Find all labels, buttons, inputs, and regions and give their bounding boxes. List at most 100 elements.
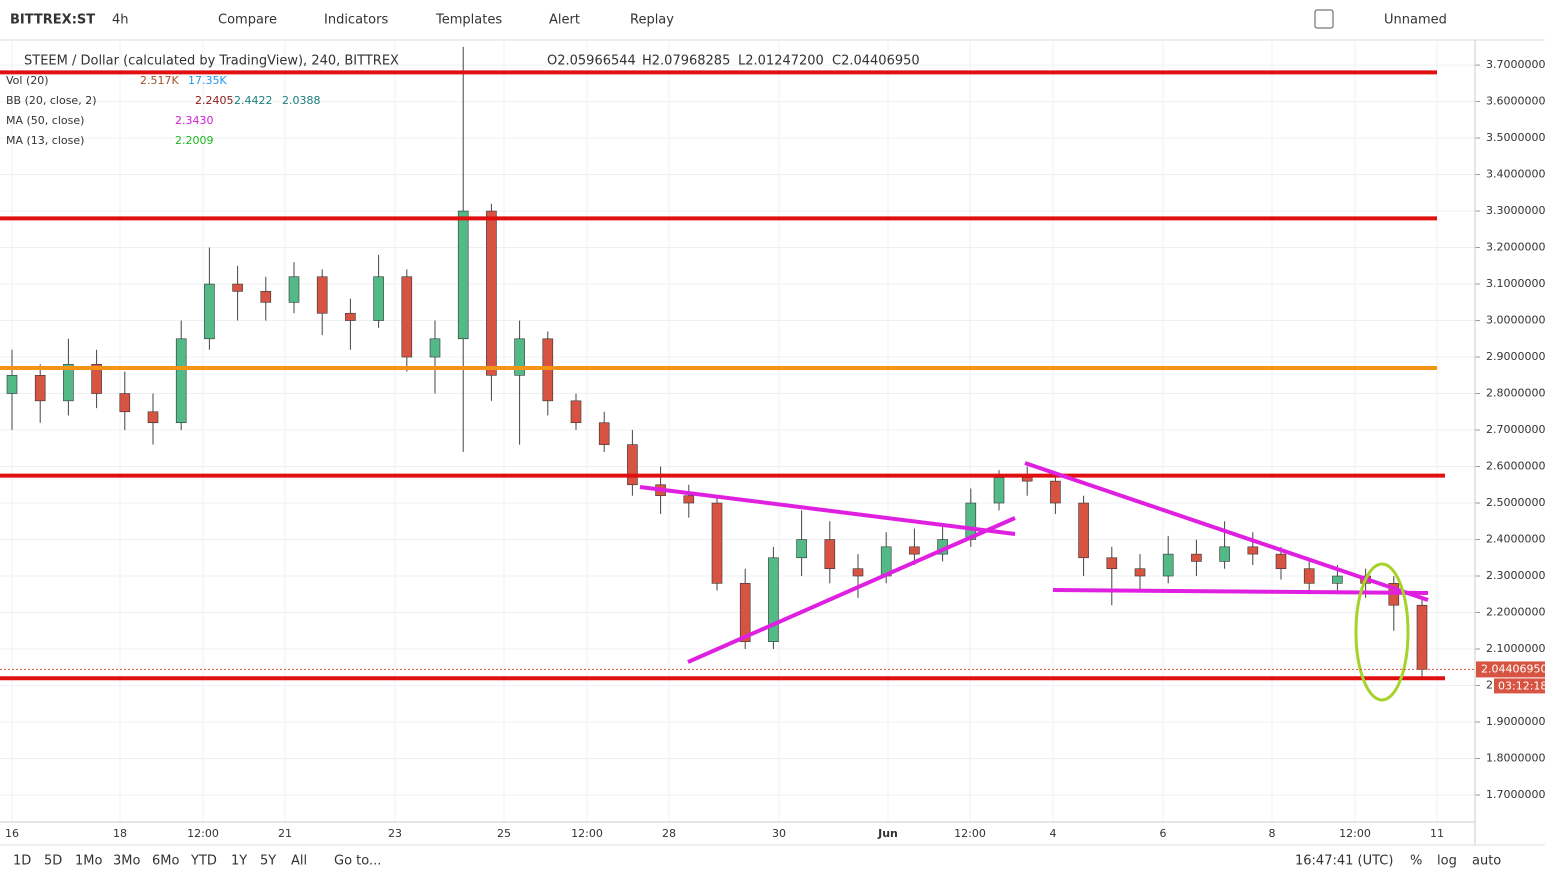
range-button[interactable]: 1Mo [75,854,102,869]
x-tick-label: 11 [1430,827,1444,840]
range-button[interactable]: 5D [44,854,62,869]
candle-body [373,276,384,321]
candle-body [711,502,723,584]
candle-body [1303,568,1315,584]
scale-option[interactable]: % [1410,854,1422,869]
range-button[interactable]: 3Mo [113,854,140,869]
candle-body [401,276,413,358]
y-tick-label: 3.60000000 [1486,95,1545,108]
candle-body [683,495,695,504]
interval[interactable]: 4h [112,13,129,28]
range-button[interactable]: 6Mo [152,854,179,869]
candle-body [824,539,836,570]
y-tick-label: 2.10000000 [1486,642,1545,655]
trend-line [639,485,1016,536]
chart-area: 1.700000001.800000001.900000002.00000000… [0,40,1545,822]
y-tick-label: 3.20000000 [1486,241,1545,254]
range-button[interactable]: 1Y [231,854,247,869]
y-tick-label: 1.80000000 [1486,751,1545,764]
candle-body [316,276,328,314]
countdown: 03:12:18 [1498,679,1545,692]
range-button[interactable]: All [291,854,307,869]
y-tick-label: 3.70000000 [1486,58,1545,71]
candle-body [147,411,159,424]
y-tick-label: 3.10000000 [1486,277,1545,290]
top-toolbar [0,0,1545,40]
ohlc-value: L2.01247200 [738,54,824,69]
y-tick-label: 1.90000000 [1486,715,1545,728]
candle-body [91,364,102,394]
x-tick-label: 23 [388,827,402,840]
y-tick-label: 2.70000000 [1486,423,1545,436]
indicator-value: 2.4422 [234,94,273,107]
toolbar-button[interactable]: Replay [630,13,674,28]
x-tick-label: 21 [278,827,292,840]
candle-body [1078,502,1089,559]
ohlc-value: H2.07968285 [642,54,730,69]
x-tick-label: 30 [772,827,786,840]
last-price-box [1476,661,1545,678]
candle-body [1050,480,1061,504]
candle-body [1162,553,1174,577]
indicator-value: 2.0388 [282,94,321,107]
toolbar-button[interactable]: Compare [218,13,277,28]
candle-body [34,374,46,402]
candle-body [1332,575,1343,584]
range-button[interactable]: 5Y [260,854,276,869]
goto-button[interactable]: Go to... [334,854,381,869]
trend-line [1052,588,1429,595]
candle-body [1416,604,1428,670]
y-tick-label: 2.90000000 [1486,350,1545,363]
range-button[interactable]: YTD [190,854,217,869]
x-tick-label: 18 [113,827,127,840]
clock: 16:47:41 (UTC) [1295,854,1393,869]
y-tick-label: 3.40000000 [1486,168,1545,181]
series-title: STEEM / Dollar (calculated by TradingVie… [24,54,399,69]
ohlc-value: C2.04406950 [832,54,920,69]
checkbox[interactable] [1314,9,1334,29]
last-price-label: 2.04406950 [1481,662,1545,675]
candle-body [627,444,638,486]
toolbar-button[interactable]: Alert [549,13,580,28]
candle-body [739,583,751,643]
candle-body [768,557,779,643]
candle-body [1275,553,1287,570]
scale-option[interactable]: log [1437,854,1457,869]
y-tick-label: 2.80000000 [1486,387,1545,400]
candle-body [1191,553,1202,562]
candle-body [288,276,300,303]
candle-body [457,210,469,340]
countdown-box [1494,678,1545,694]
scale-option[interactable]: auto [1472,854,1501,869]
symbol[interactable]: BITTREX:ST [10,13,95,28]
bottom-toolbar [0,845,1545,881]
indicator-name: MA (50, close) [6,114,84,127]
trend-line [1024,461,1429,602]
y-tick-label: 2.30000000 [1486,569,1545,582]
candle-body [570,400,582,424]
indicator-value: 2.2405 [195,94,234,107]
x-tick-label: 12:00 [187,827,219,840]
candle-body [63,364,74,402]
x-tick-label: 4 [1050,827,1057,840]
candle-body [119,393,131,413]
candle-body [6,374,18,394]
x-tick-label: 6 [1160,827,1167,840]
candle-body [232,283,243,292]
candle-body [993,477,1005,504]
x-tick-label: 28 [662,827,676,840]
y-tick-label: 2.50000000 [1486,496,1545,509]
indicator-name: MA (13, close) [6,134,84,147]
layout-name[interactable]: Unnamed [1384,13,1447,28]
toolbar-button[interactable]: Templates [435,13,502,28]
range-button[interactable]: 1D [13,854,31,869]
candle-body [909,546,920,555]
x-tick-label: 12:00 [571,827,603,840]
x-tick-label: 25 [497,827,511,840]
candle-body [260,291,272,303]
toolbar-button[interactable]: Indicators [324,13,388,28]
x-tick-label: Jun [877,827,898,840]
candle-body [429,338,441,358]
x-tick-label: 8 [1269,827,1276,840]
